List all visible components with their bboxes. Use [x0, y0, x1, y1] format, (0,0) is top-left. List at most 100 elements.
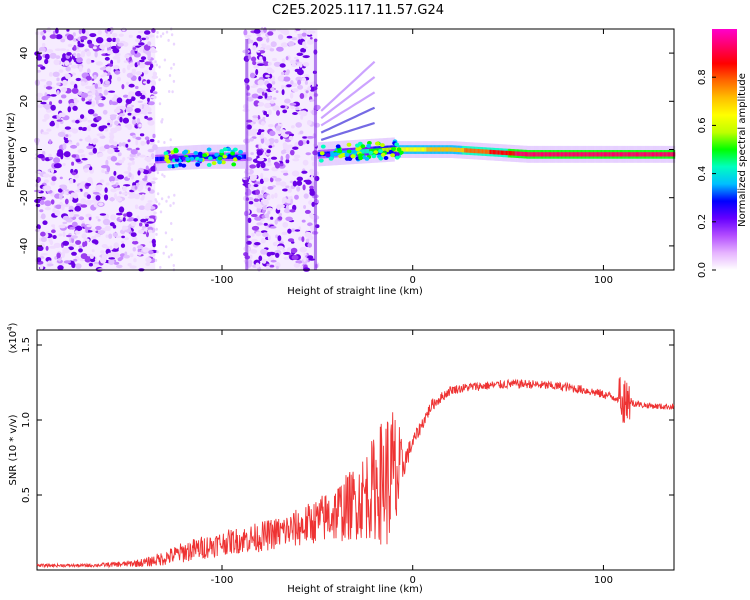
signal-core [645, 152, 647, 157]
noise-speckle [292, 112, 298, 115]
signal-core [456, 147, 458, 152]
signal-core [614, 152, 616, 157]
noise-speckle [307, 30, 312, 36]
noise-speckle [297, 69, 304, 76]
noise-speckle [36, 92, 44, 98]
x-tick-label: 100 [594, 575, 613, 586]
noise-speckle [69, 195, 73, 202]
noise-speckle [62, 163, 66, 166]
signal-core [526, 152, 528, 157]
noise-speckle [295, 107, 300, 111]
signal-core [658, 152, 661, 157]
spectrogram-panel: -100 0 100 -40 -20 0 20 40 Height of straight l… [6, 26, 676, 297]
signal-core [615, 152, 617, 157]
noise-speckle [289, 92, 294, 99]
signal-blob [222, 147, 228, 152]
noise-speckle [97, 218, 101, 222]
noise-speckle [298, 107, 302, 111]
signal-core [650, 152, 653, 157]
noise-speckle [116, 76, 122, 82]
noise-speckle [39, 196, 46, 201]
noise-speckle [109, 222, 115, 227]
noise-speckle [49, 245, 57, 249]
noise-speckle [169, 204, 172, 208]
noise-speckle [283, 256, 291, 260]
noise-speckle [287, 228, 292, 234]
noise-speckle [37, 97, 41, 102]
noise-speckle [277, 34, 284, 40]
noise-speckle [121, 192, 128, 195]
signal-core [341, 150, 344, 155]
signal-blob [350, 154, 356, 159]
signal-core [492, 150, 495, 155]
noise-speckle [67, 106, 72, 113]
noise-speckle [114, 120, 119, 126]
noise-speckle [61, 204, 65, 211]
noise-speckle [102, 109, 108, 115]
noise-speckle [167, 195, 170, 199]
signal-core [487, 149, 489, 154]
signal-blob [189, 156, 195, 161]
noise-speckle [130, 232, 137, 238]
noise-speckle [131, 119, 137, 125]
noise-speckle [267, 31, 274, 36]
noise-speckle [102, 218, 111, 226]
noise-speckle [127, 196, 135, 199]
colorbar-tick-label: 0.2 [697, 214, 708, 230]
noise-speckle [288, 135, 294, 141]
signal-core [611, 152, 614, 157]
noise-speckle [280, 135, 284, 140]
signal-blob [335, 144, 341, 149]
noise-speckle [260, 248, 268, 255]
y-tick-label: 20 [19, 95, 30, 108]
noise-speckle [89, 140, 93, 144]
noise-speckle [250, 39, 254, 44]
noise-speckle [149, 138, 155, 143]
noise-speckle [257, 157, 265, 162]
signal-core [516, 151, 519, 156]
noise-speckle [40, 101, 47, 105]
noise-speckle [269, 264, 275, 268]
noise-speckle [76, 142, 80, 147]
y-tick-label: 40 [19, 47, 30, 60]
noise-speckle [259, 134, 264, 139]
noise-speckle [137, 61, 141, 66]
signal-blob [325, 153, 331, 158]
noise-speckle [98, 152, 104, 157]
noise-speckle [55, 204, 62, 210]
noise-speckle [145, 257, 152, 263]
noise-speckle [43, 185, 52, 192]
signal-core [593, 152, 596, 157]
noise-speckle [112, 48, 120, 54]
signal-core [626, 152, 629, 157]
signal-blob [206, 162, 212, 167]
noise-speckle [304, 209, 311, 214]
noise-speckle [109, 114, 117, 117]
noise-speckle [78, 126, 83, 131]
noise-speckle [159, 265, 162, 269]
noise-speckle [172, 79, 176, 83]
signal-blob [164, 157, 170, 162]
noise-speckle [249, 174, 257, 181]
noise-speckle [124, 251, 128, 256]
noise-speckle [291, 37, 298, 41]
signal-core [201, 154, 203, 159]
noise-speckle [262, 232, 269, 238]
signal-core [633, 152, 636, 157]
noise-speckle [62, 240, 70, 246]
noise-speckle [248, 190, 252, 195]
chirp-streak [320, 60, 376, 112]
signal-core [212, 154, 215, 159]
noise-speckle [294, 56, 299, 60]
signal-blob [226, 147, 232, 152]
noise-speckle [267, 234, 271, 241]
noise-speckle [78, 216, 85, 221]
noise-speckle [125, 81, 130, 86]
signal-core [500, 150, 503, 155]
signal-core [504, 150, 506, 155]
noise-speckle [85, 199, 92, 206]
signal-core [497, 150, 499, 155]
noise-speckle [265, 162, 272, 167]
noise-speckle [73, 97, 78, 101]
signal-core [617, 152, 620, 157]
